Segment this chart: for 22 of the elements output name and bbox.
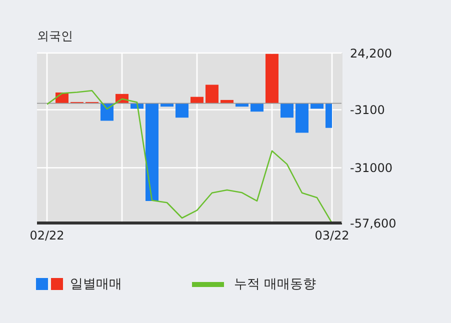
x-tick-label: 02/22 [30, 228, 64, 243]
bar [310, 103, 324, 109]
x-tick-label: 03/22 [314, 228, 350, 243]
bar [206, 84, 218, 104]
y-tick-label: -57,600 [350, 216, 396, 230]
bar [176, 103, 188, 118]
legend-label: 일별매매 [70, 276, 122, 293]
chart-title: 외국인 [37, 28, 73, 45]
bar [236, 103, 248, 107]
bar [266, 54, 278, 104]
y-tick-label: -31000 [350, 160, 393, 175]
bar [146, 103, 158, 201]
bar [100, 103, 114, 121]
bar [250, 103, 264, 112]
y-tick-label: -3100 [350, 102, 385, 117]
bar [160, 103, 174, 107]
y-tick-label: 24,200 [350, 46, 392, 60]
bar [296, 103, 308, 133]
line-series [47, 90, 332, 223]
legend-label: 누적 매매동향 [234, 276, 316, 293]
bar [190, 96, 204, 104]
bar [280, 103, 294, 118]
